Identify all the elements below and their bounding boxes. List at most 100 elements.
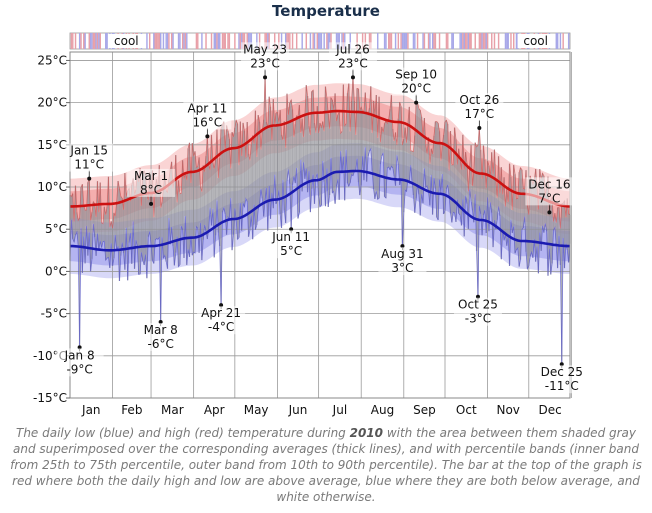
daily-range-bar <box>434 121 436 189</box>
anomaly-day <box>491 33 493 49</box>
daily-range-bar <box>430 148 432 175</box>
daily-range-bar <box>136 173 138 246</box>
x-tick-label: Mar <box>161 403 184 417</box>
daily-range-bar <box>416 102 419 184</box>
anomaly-day <box>364 33 367 49</box>
daily-range-bar <box>298 105 301 213</box>
daily-range-bar <box>554 213 556 228</box>
daily-range-bar <box>521 169 523 230</box>
daily-range-bar <box>485 187 487 233</box>
anomaly-day <box>278 33 280 49</box>
annotation-dot <box>205 134 210 139</box>
daily-range-bar <box>526 205 529 269</box>
annotation-value: 8°C <box>140 183 162 197</box>
daily-range-bar <box>95 216 97 256</box>
daily-range-bar <box>242 122 244 204</box>
daily-range-bar <box>360 107 362 186</box>
bar-label: cool <box>114 34 139 48</box>
annotation: Mar 8-6°C <box>136 320 185 352</box>
anomaly-day <box>388 33 390 49</box>
anomaly-day <box>181 33 184 49</box>
daily-range-bar <box>372 101 375 190</box>
annotation-date: Dec 25 <box>541 365 583 379</box>
anomaly-day <box>312 33 314 49</box>
annotation-value: 17°C <box>465 107 495 121</box>
daily-range-bar <box>563 200 566 269</box>
anomaly-day <box>482 33 485 49</box>
daily-range-bar <box>132 178 134 222</box>
anomaly-day <box>305 33 308 49</box>
daily-range-bar <box>536 186 538 247</box>
daily-range-bar <box>304 115 306 179</box>
daily-range-bar <box>385 121 387 198</box>
annotation-bg <box>183 101 232 130</box>
daily-range-bar <box>175 155 177 253</box>
anomaly-day <box>562 33 564 49</box>
daily-range-bar <box>324 86 327 207</box>
x-tick-label: Sep <box>413 403 436 417</box>
daily-range-bar <box>326 97 328 169</box>
annotation-dot <box>263 75 268 80</box>
anomaly-day <box>480 33 482 49</box>
daily-range-bar <box>180 193 182 226</box>
daily-range-bar <box>294 124 296 184</box>
daily-range-bar <box>286 93 288 181</box>
daily-range-bar <box>378 96 380 199</box>
anomaly-day <box>289 33 291 49</box>
anomaly-day <box>96 33 99 49</box>
daily-range-bar <box>551 197 553 264</box>
daily-range-bar <box>414 135 416 213</box>
annotation-date: Aug 31 <box>381 247 424 261</box>
anomaly-day <box>349 33 351 49</box>
daily-range-bar <box>131 184 133 264</box>
annotation: Jun 115°C <box>267 227 316 259</box>
daily-range-bar <box>566 198 568 250</box>
anomaly-day <box>451 33 453 49</box>
daily-range-bar <box>256 156 258 225</box>
daily-range-bar <box>322 121 324 161</box>
daily-range-bar <box>158 165 160 238</box>
anomaly-day <box>481 33 483 49</box>
daily-range-bar <box>287 114 290 170</box>
annotation-bg <box>55 348 104 377</box>
daily-range-bar <box>315 132 317 178</box>
annotation-value: -11°C <box>545 379 579 393</box>
daily-range-bar <box>190 182 192 236</box>
annotation-bg <box>455 92 504 121</box>
anomaly-day <box>247 33 250 49</box>
x-tick-label: Nov <box>496 403 519 417</box>
daily-range-bar <box>357 88 360 183</box>
daily-range-bar <box>555 222 557 247</box>
anomaly-day <box>335 33 338 49</box>
anomaly-day <box>504 33 507 49</box>
daily-range-bar <box>83 204 85 237</box>
daily-range-bar <box>459 158 461 215</box>
anomaly-day <box>414 33 416 49</box>
daily-range-bar <box>386 123 388 169</box>
anomaly-day <box>485 33 487 49</box>
anomaly-day <box>383 33 386 49</box>
daily-range-bar <box>219 158 221 247</box>
y-tick-label: 25°C <box>37 53 67 67</box>
daily-range-bar <box>409 150 412 166</box>
anomaly-day <box>148 33 151 49</box>
daily-range-bar <box>257 115 259 210</box>
anomaly-day <box>246 33 248 49</box>
annotation-bg <box>127 168 176 197</box>
daily-range-bar <box>121 198 123 243</box>
daily-range-bar <box>333 109 335 192</box>
annotation-value: -3°C <box>465 312 491 326</box>
daily-range-bar <box>260 149 262 190</box>
daily-range-bar <box>510 177 512 220</box>
daily-range-bar <box>103 206 105 242</box>
daily-range-bar <box>316 106 318 174</box>
daily-range-bar <box>272 99 274 209</box>
daily-range-bar <box>381 126 383 156</box>
daily-range-bar <box>420 116 423 195</box>
daily-range-bar <box>208 164 210 229</box>
bar-label-bg <box>517 34 554 48</box>
daily-range-bar <box>407 123 409 180</box>
anomaly-day <box>214 33 217 49</box>
anomaly-day <box>470 33 472 49</box>
